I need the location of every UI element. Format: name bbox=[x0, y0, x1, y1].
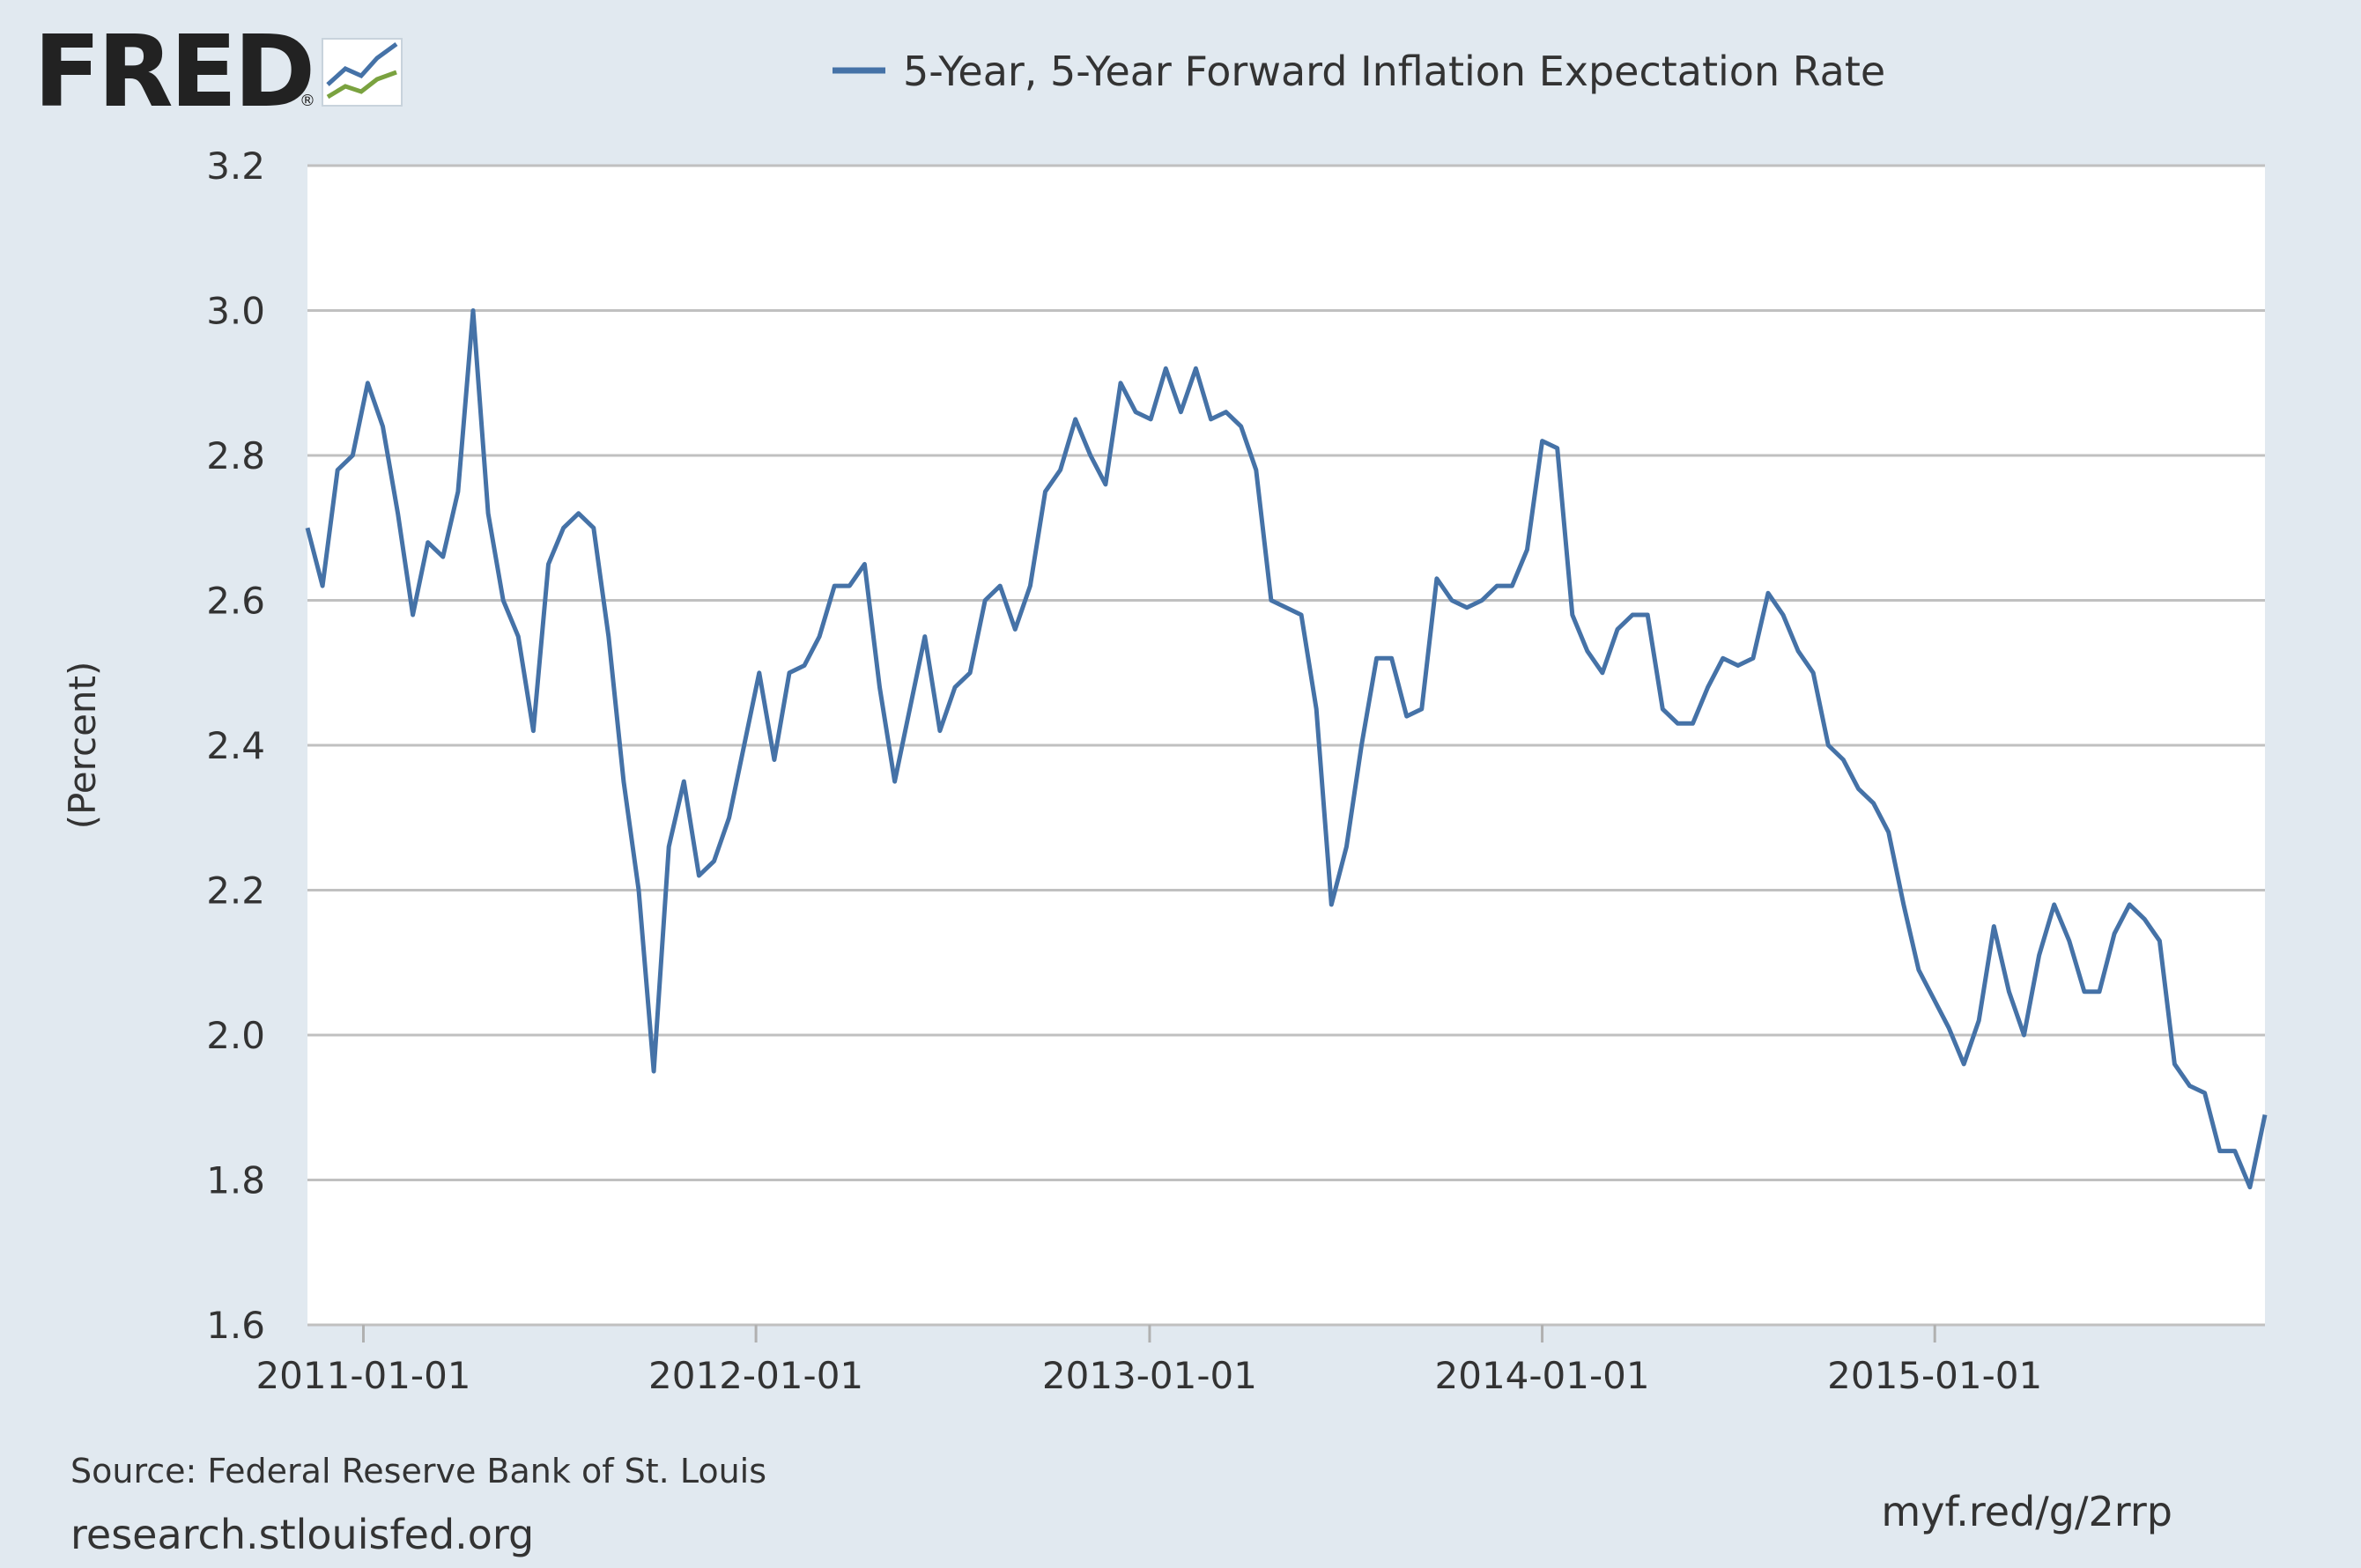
x-tick-label: 2011-01-01 bbox=[255, 1354, 470, 1397]
y-axis-label: (Percent) bbox=[61, 662, 104, 830]
x-tick-label: 2012-01-01 bbox=[648, 1354, 863, 1397]
x-tick-label: 2015-01-01 bbox=[1827, 1354, 2042, 1397]
logo-icon-line-green bbox=[326, 70, 397, 100]
y-tick-label: 2.2 bbox=[206, 869, 265, 913]
y-tick-label: 3.2 bbox=[206, 144, 265, 188]
site: research.stlouisfed.org bbox=[70, 1511, 534, 1558]
source: Source: Federal Reserve Bank of St. Loui… bbox=[70, 1452, 766, 1490]
legend-label: 5-Year, 5-Year Forward Inflation Expecta… bbox=[903, 48, 1885, 95]
y-tick-label: 2.0 bbox=[206, 1014, 265, 1057]
y-tick-label: 2.4 bbox=[206, 724, 265, 767]
x-tick-label: 2014-01-01 bbox=[1435, 1354, 1650, 1397]
logo-registered: ® bbox=[300, 92, 315, 110]
y-tick-label: 1.6 bbox=[206, 1304, 265, 1347]
logo-icon bbox=[322, 38, 403, 107]
y-tick-label: 2.6 bbox=[206, 580, 265, 623]
y-tick-label: 1.8 bbox=[206, 1159, 265, 1202]
logo-icon-line-blue bbox=[326, 41, 398, 86]
y-tick-label: 3.0 bbox=[206, 290, 265, 333]
logo: FRED bbox=[33, 15, 312, 129]
short-url: myf.red/g/2rrp bbox=[1881, 1488, 2172, 1535]
x-tick-label: 2013-01-01 bbox=[1042, 1354, 1257, 1397]
data-line bbox=[305, 308, 2268, 1190]
y-tick-label: 2.8 bbox=[206, 434, 265, 477]
